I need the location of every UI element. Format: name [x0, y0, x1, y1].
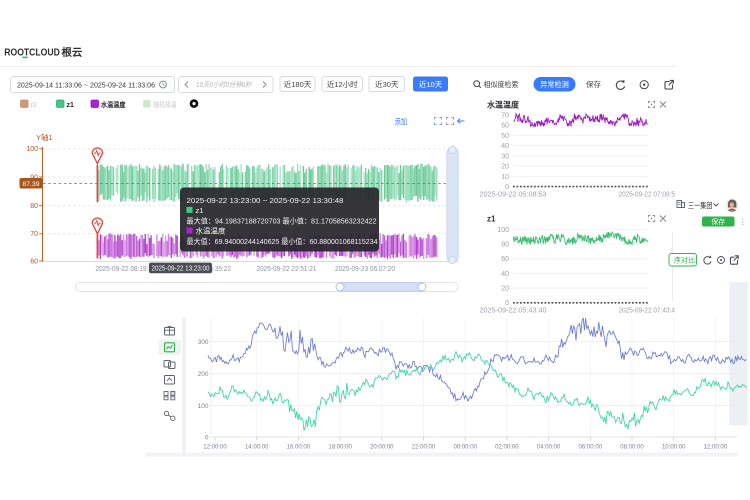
- svg-text:0: 0: [505, 184, 509, 191]
- svg-text:08:00:00: 08:00:00: [620, 443, 644, 450]
- svg-text:16:00:00: 16:00:00: [287, 443, 311, 450]
- svg-text:00:00:00: 00:00:00: [453, 443, 477, 450]
- svg-text:2025-09-23 06:07:20: 2025-09-23 06:07:20: [335, 266, 395, 273]
- svg-text:22:00:00: 22:00:00: [412, 443, 436, 450]
- svg-text:2025-09-22 07:43:4: 2025-09-22 07:43:4: [619, 308, 676, 315]
- svg-text:z1: z1: [67, 102, 75, 109]
- svg-text:70: 70: [30, 231, 38, 238]
- svg-text:相似度检索: 相似度检索: [484, 79, 519, 89]
- svg-text:近10天: 近10天: [419, 79, 443, 89]
- svg-text:序对比: 序对比: [674, 255, 695, 264]
- svg-text:近12小时: 近12小时: [327, 79, 358, 89]
- svg-text:2025-09-22 05:43:40: 2025-09-22 05:43:40: [480, 308, 547, 315]
- svg-text:100: 100: [198, 403, 209, 410]
- svg-text:近180天: 近180天: [284, 79, 312, 89]
- svg-text:0: 0: [205, 434, 209, 441]
- svg-text:80: 80: [501, 242, 509, 249]
- svg-text:最大值：94.19837188720703 最小值：81.1: 最大值：94.19837188720703 最小值：81.17058563232…: [187, 215, 377, 225]
- svg-text:20: 20: [501, 286, 509, 293]
- svg-text:2025-09-14 11:33:06 ~ 2025-09-: 2025-09-14 11:33:06 ~ 2025-09-24 11:33:0…: [17, 80, 155, 89]
- svg-text:80: 80: [30, 203, 38, 210]
- svg-text:ROOTCLOUD: ROOTCLOUD: [4, 48, 60, 59]
- svg-text:100: 100: [497, 227, 509, 234]
- svg-text:2025-09-22 08:19:23: 2025-09-22 08:19:23: [96, 266, 156, 273]
- svg-text:水温温度: 水温温度: [101, 100, 126, 109]
- svg-text:06:00:00: 06:00:00: [579, 443, 603, 450]
- svg-text:2025-09-22 22:51:21: 2025-09-22 22:51:21: [257, 266, 317, 273]
- svg-text:12:00:00: 12:00:00: [704, 443, 728, 450]
- svg-text:最大值：69.94000244140625 最小值：60.8: 最大值：69.94000244140625 最小值：60.88000106811…: [187, 236, 378, 246]
- svg-text:90: 90: [30, 174, 38, 181]
- svg-text:近30天: 近30天: [375, 79, 399, 89]
- svg-text:30: 30: [501, 153, 509, 160]
- svg-text:14:00:00: 14:00:00: [245, 443, 269, 450]
- svg-text:40: 40: [501, 271, 509, 278]
- svg-text:Y轴1: Y轴1: [36, 132, 53, 142]
- svg-text:200: 200: [198, 371, 209, 378]
- svg-text:20:00:00: 20:00:00: [370, 443, 394, 450]
- svg-text:50: 50: [501, 133, 509, 140]
- svg-text:18:00:00: 18:00:00: [328, 443, 352, 450]
- svg-text:根云: 根云: [62, 46, 83, 59]
- svg-text:87.39: 87.39: [22, 181, 39, 188]
- svg-text:水温温度: 水温温度: [196, 226, 226, 236]
- svg-text:40: 40: [501, 143, 509, 150]
- svg-text:12:00:00: 12:00:00: [203, 443, 227, 450]
- svg-text:2025-09-22 13:23:00: 2025-09-22 13:23:00: [152, 266, 210, 273]
- svg-text:0: 0: [505, 300, 509, 307]
- svg-text:添加: 添加: [395, 116, 408, 126]
- svg-text:异常检测: 异常检测: [540, 79, 569, 89]
- svg-text:r2: r2: [31, 102, 37, 109]
- svg-text:10: 10: [501, 174, 509, 181]
- svg-text:100: 100: [26, 146, 38, 153]
- svg-text:60: 60: [501, 256, 509, 263]
- svg-text:60: 60: [501, 123, 509, 130]
- svg-text:z1: z1: [196, 206, 204, 215]
- svg-text:300: 300: [198, 339, 209, 346]
- svg-text:保存: 保存: [586, 79, 601, 89]
- svg-text:2025-09-22 05:08:53: 2025-09-22 05:08:53: [480, 192, 547, 199]
- svg-text:10:00:00: 10:00:00: [662, 443, 686, 450]
- svg-text:随机降温: 随机降温: [154, 100, 177, 109]
- svg-text:保存: 保存: [711, 217, 725, 226]
- svg-text:水温温度: 水温温度: [486, 100, 520, 110]
- svg-text:10天0小时0分钟0秒: 10天0小时0分钟0秒: [196, 80, 252, 89]
- svg-text:20: 20: [501, 164, 509, 171]
- svg-text:z1: z1: [487, 215, 496, 224]
- svg-text:2025-09-22 13:23:00 ~ 2025-09-: 2025-09-22 13:23:00 ~ 2025-09-22 13:30:4…: [187, 196, 344, 205]
- svg-text:02:00:00: 02:00:00: [495, 443, 519, 450]
- svg-text:2025-09-22 07:08:5: 2025-09-22 07:08:5: [619, 192, 676, 199]
- svg-text:70: 70: [501, 112, 509, 119]
- svg-text:三一集团: 三一集团: [688, 200, 713, 210]
- svg-text:⋮: ⋮: [739, 217, 747, 226]
- svg-text:04:00:00: 04:00:00: [537, 443, 561, 450]
- svg-text:60: 60: [30, 258, 38, 265]
